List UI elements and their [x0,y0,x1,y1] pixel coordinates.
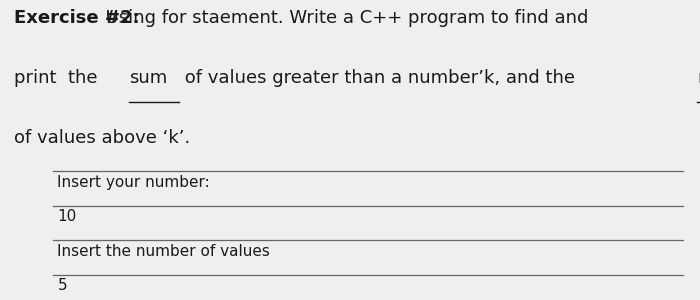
Text: Insert your number:: Insert your number: [57,175,210,190]
Text: 5: 5 [57,278,67,293]
Text: number: number [697,69,700,87]
Text: of values greater than a number’k, and the: of values greater than a number’k, and t… [178,69,580,87]
Text: of values above ‘k’.: of values above ‘k’. [14,129,190,147]
Text: sum: sum [130,69,167,87]
Text: print  the: print the [14,69,104,87]
Text: Using for staement. Write a C++ program to find and: Using for staement. Write a C++ program … [94,9,588,27]
Text: Exercise #2:: Exercise #2: [14,9,139,27]
Text: 10: 10 [57,209,77,224]
Text: Insert the number of values: Insert the number of values [57,244,270,259]
